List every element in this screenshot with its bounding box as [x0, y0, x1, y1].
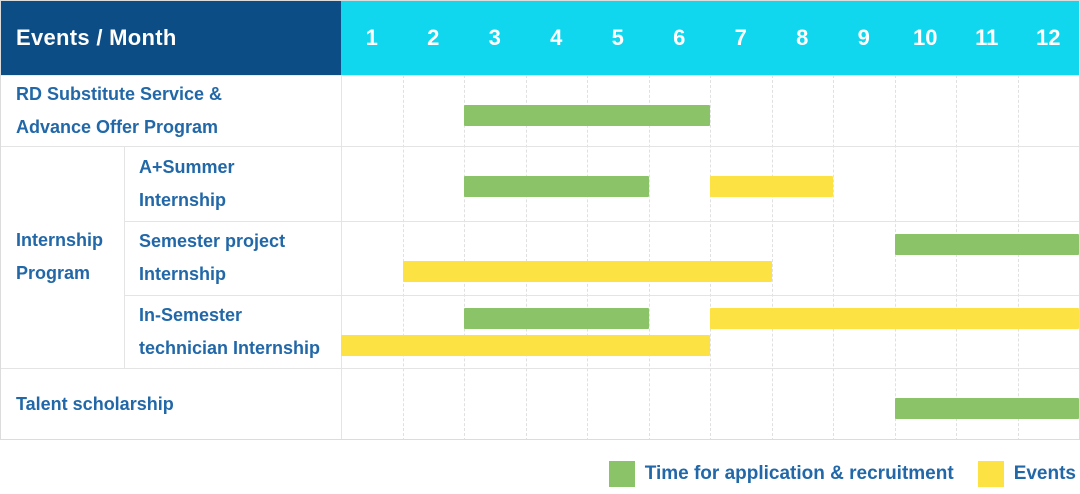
row-label: RD Substitute Service & Advance Offer Pr… — [16, 83, 223, 137]
month-label-2: 2 — [427, 25, 440, 50]
legend-label-application: Time for application & recruitment — [644, 463, 954, 484]
row-label: A+Summer Internship — [139, 156, 235, 210]
month-gridline — [1017, 75, 1019, 439]
month-gridline — [648, 75, 650, 439]
bar-events — [710, 308, 1079, 329]
bar-events — [710, 176, 833, 197]
row-divider — [124, 221, 1079, 222]
bar-application — [894, 234, 1079, 255]
bar-application — [464, 308, 649, 329]
month-label-10: 10 — [913, 25, 938, 50]
legend-swatch-events — [977, 461, 1004, 487]
column-divider — [341, 75, 342, 439]
month-label-6: 6 — [673, 25, 686, 50]
month-label-11: 11 — [975, 25, 999, 50]
month-label-4: 4 — [550, 25, 563, 50]
month-label-1: 1 — [365, 25, 378, 50]
row-label: Semester project Internship — [139, 231, 286, 284]
bar-application — [464, 176, 649, 197]
legend-swatch-application — [608, 461, 635, 487]
month-label-5: 5 — [611, 25, 624, 50]
month-gridline — [587, 75, 588, 439]
legend-label-events: Events — [1013, 463, 1076, 484]
row-label: In-Semester technician Internship — [139, 304, 321, 358]
events-month-header-cell: Events / Month — [1, 1, 341, 75]
month-gridline — [771, 75, 773, 439]
row-divider — [124, 295, 1079, 296]
row-divider — [1, 368, 1079, 369]
month-gridline — [464, 75, 465, 439]
month-label-12: 12 — [1036, 25, 1061, 50]
month-header-row: 1 2 3 4 5 6 7 8 9 10 11 12 — [341, 1, 1079, 75]
month-gridline — [833, 75, 834, 439]
bar-application — [464, 105, 710, 126]
bar-events — [402, 261, 772, 282]
month-gridline — [894, 75, 896, 439]
month-label-9: 9 — [857, 25, 870, 50]
month-gridline — [402, 75, 404, 439]
group-label-internship-program: Internship Program — [16, 230, 104, 283]
row-divider — [1, 146, 1079, 147]
sub-column-divider — [124, 146, 125, 368]
month-label-8: 8 — [796, 25, 809, 50]
month-gridline — [710, 75, 711, 439]
month-label-3: 3 — [488, 25, 501, 50]
bar-events — [341, 335, 710, 356]
month-gridline — [956, 75, 957, 439]
gantt-table: Events / Month 1 2 3 4 5 6 7 8 9 10 11 12 Internshi… — [0, 0, 1080, 440]
row-divider — [1, 75, 1079, 76]
month-gridline — [525, 75, 527, 439]
month-label-7: 7 — [734, 25, 747, 50]
bar-application — [894, 398, 1079, 419]
row-label: Talent scholarship — [16, 394, 174, 414]
legend: Time for application & recruitment Event… — [0, 458, 1076, 490]
